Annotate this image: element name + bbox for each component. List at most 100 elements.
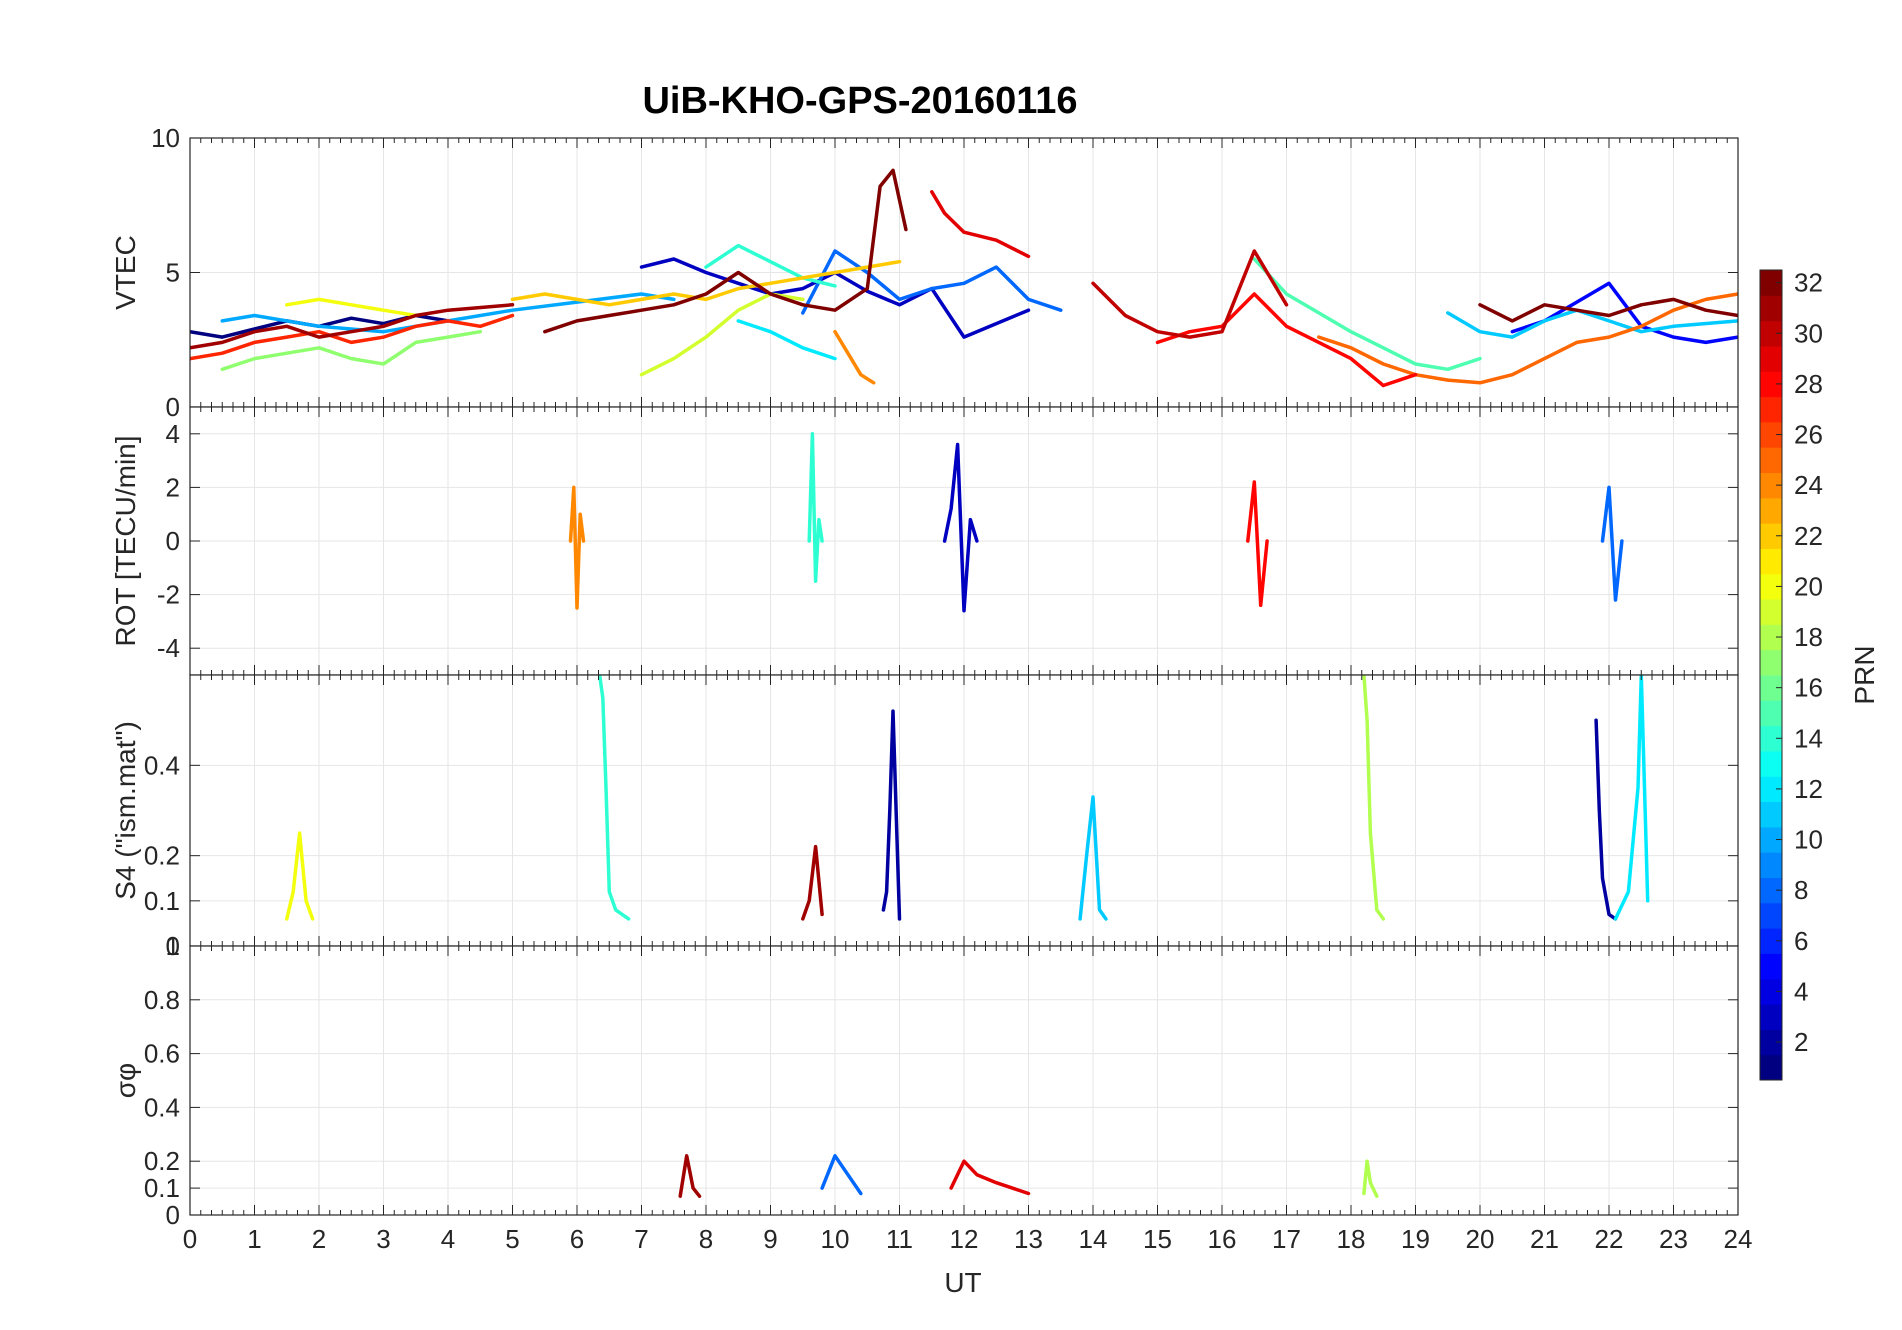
- y-tick-label: 2: [166, 472, 180, 502]
- y-tick-label: 0.1: [144, 886, 180, 916]
- x-tick-label: 3: [376, 1224, 390, 1254]
- y-tick-label: 0.2: [144, 841, 180, 871]
- y-tick-label: -2: [157, 580, 180, 610]
- x-tick-label: 1: [247, 1224, 261, 1254]
- y-tick-label: 0.6: [144, 1039, 180, 1069]
- colorbar-segment: [1760, 675, 1782, 701]
- series-line-prn-15: [1252, 257, 1482, 372]
- series-line-prn-18: [1362, 1159, 1379, 1198]
- plot-area-s4: [285, 675, 1650, 921]
- colorbar-segment: [1760, 700, 1782, 727]
- series-line-prn-11: [1078, 795, 1108, 921]
- colorbar-tick-label: 24: [1794, 470, 1823, 500]
- x-tick-label: 11: [886, 1224, 913, 1254]
- colorbar-segment: [1760, 320, 1782, 347]
- plot-area-rot: [568, 432, 1624, 613]
- series-line-prn-12: [736, 319, 837, 361]
- colorbar-tick-label: 6: [1794, 926, 1808, 956]
- x-tick-label: 13: [1014, 1224, 1043, 1254]
- colorbar-frame: [1759, 269, 1783, 1081]
- y-tick-label: 0.4: [144, 1092, 180, 1122]
- colorbar-tick-label: 4: [1794, 976, 1808, 1006]
- y-tick-label: 0.8: [144, 985, 180, 1015]
- series-line-prn-28: [1246, 480, 1269, 608]
- colorbar-segment: [1760, 953, 1782, 980]
- colorbar-segment: [1760, 497, 1782, 524]
- colorbar-segment: [1760, 599, 1782, 625]
- x-tick-label: 7: [634, 1224, 648, 1254]
- y-tick-label: 0: [166, 931, 180, 961]
- x-axis-label: UT: [944, 1267, 981, 1298]
- x-tick-label: 6: [570, 1224, 584, 1254]
- colorbar-tick-label: 28: [1794, 369, 1823, 399]
- series-line-prn-32: [1478, 297, 1738, 323]
- y-axis-label-rot: ROT [TECU/min]: [110, 435, 141, 646]
- series-line-prn-24: [833, 329, 876, 385]
- colorbar-segment: [1760, 649, 1782, 676]
- x-tick-label: 16: [1208, 1224, 1237, 1254]
- series-line-prn-17: [220, 329, 483, 372]
- colorbar-segment: [1760, 624, 1782, 651]
- y-tick-label: 0.4: [144, 750, 180, 780]
- panel-s4: 0 0.1 0.2 0.4S4 ("ism.mat"): [110, 674, 1739, 961]
- y-tick-label: 5: [166, 258, 180, 288]
- x-tick-label: 19: [1401, 1224, 1430, 1254]
- colorbar-segment: [1760, 523, 1782, 549]
- series-line-prn-12: [1613, 675, 1650, 921]
- x-tick-label: 2: [312, 1224, 326, 1254]
- x-tick-label: 20: [1466, 1224, 1495, 1254]
- colorbar-segment: [1760, 548, 1782, 575]
- colorbar-tick-label: 10: [1794, 825, 1823, 855]
- colorbar-tick-label: 20: [1794, 571, 1823, 601]
- colorbar-tick-label: 12: [1794, 774, 1823, 804]
- series-line-prn-20: [285, 297, 418, 318]
- series-line-prn-24: [568, 485, 586, 610]
- x-tick-label: 0: [183, 1224, 197, 1254]
- series-line-prn-29: [930, 190, 1031, 259]
- y-axis-label-sigma_phi: σφ: [110, 1063, 141, 1098]
- y-axis-label-s4: S4 ("ism.mat"): [110, 721, 141, 900]
- x-tick-label: 23: [1659, 1224, 1688, 1254]
- y-tick-label: 10: [151, 123, 180, 153]
- x-tick-label: 4: [441, 1224, 455, 1254]
- colorbar-segment: [1760, 371, 1782, 398]
- y-tick-label: 0.1: [144, 1173, 180, 1203]
- colorbar-segment: [1760, 978, 1782, 1005]
- x-tick-label: 24: [1724, 1224, 1753, 1254]
- colorbar-tick-label: 16: [1794, 673, 1823, 703]
- y-tick-label: 1: [166, 931, 180, 961]
- panel-rot: -4 -2 0 2 4 ROT [TECU/min]: [110, 406, 1739, 676]
- colorbar-segment: [1760, 1054, 1782, 1081]
- colorbar-tick-label: 14: [1794, 723, 1823, 753]
- x-tick-label: 15: [1143, 1224, 1172, 1254]
- colorbar-tick-label: 2: [1794, 1027, 1808, 1057]
- colorbar-tick-label: 26: [1794, 420, 1823, 450]
- series-line-prn-8: [1600, 485, 1624, 602]
- series-line-prn-27: [190, 313, 515, 361]
- panel-vtec: 0 5 10 VTEC: [110, 123, 1739, 422]
- series-line-prn-2: [1594, 718, 1618, 921]
- series-line-prn-28: [1155, 292, 1418, 388]
- x-tick-label: 8: [699, 1224, 713, 1254]
- colorbar-segment: [1760, 776, 1782, 803]
- colorbar-tick-label: 22: [1794, 521, 1823, 551]
- colorbar-segment: [1760, 902, 1782, 929]
- colorbar-segment: [1760, 472, 1782, 499]
- x-tick-label: 14: [1079, 1224, 1108, 1254]
- series-line-prn-14: [597, 675, 631, 921]
- series-line-prn-3: [942, 442, 979, 613]
- y-tick-label: 0: [166, 526, 180, 556]
- colorbar-segment: [1760, 928, 1782, 954]
- y-tick-label: -4: [157, 633, 180, 663]
- series-line-prn-31: [190, 303, 515, 350]
- series-line-prn-8: [820, 1154, 863, 1196]
- y-tick-label: 0: [166, 1200, 180, 1230]
- colorbar-segment: [1760, 852, 1782, 878]
- colorbar-segment: [1760, 573, 1782, 600]
- colorbar-tick-label: 30: [1794, 318, 1823, 348]
- x-tick-label: 12: [950, 1224, 979, 1254]
- colorbar-tick-label: 8: [1794, 875, 1808, 905]
